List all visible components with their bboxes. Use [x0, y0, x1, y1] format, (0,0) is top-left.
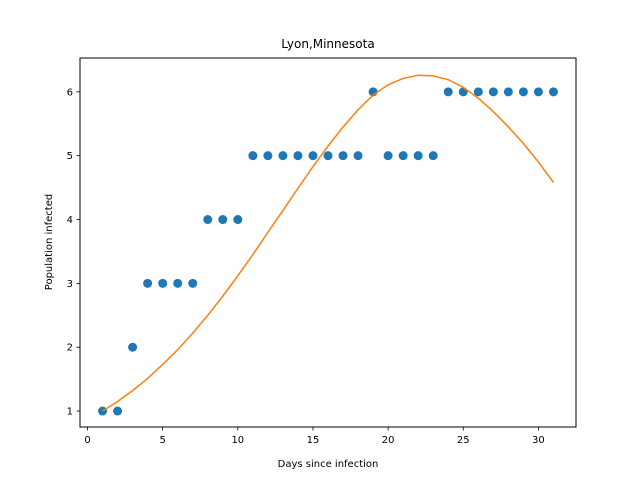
data-point [113, 406, 123, 416]
y-tick-label: 2 [67, 343, 73, 354]
fit-line [102, 74, 555, 412]
data-point [323, 151, 333, 161]
data-point [278, 151, 288, 161]
x-tick-label: 30 [532, 435, 545, 446]
x-tick-label: 10 [231, 435, 244, 446]
data-point [308, 151, 318, 161]
data-point [413, 151, 423, 161]
x-tick-label: 15 [307, 435, 320, 446]
data-point [443, 87, 453, 97]
data-point [338, 151, 348, 161]
x-tick-label: 5 [159, 435, 165, 446]
data-point [173, 278, 183, 288]
x-tick-label: 0 [84, 435, 90, 446]
data-point [383, 151, 393, 161]
plot-area [98, 74, 558, 416]
data-point [203, 215, 213, 225]
data-point [473, 87, 483, 97]
data-point [353, 151, 363, 161]
data-point [263, 151, 273, 161]
y-axis-label: Population infected [44, 194, 55, 290]
data-point [158, 278, 168, 288]
data-point [293, 151, 303, 161]
y-tick-label: 3 [67, 279, 73, 290]
chart-title: Lyon,Minnesota [281, 37, 374, 51]
y-tick-label: 4 [67, 215, 73, 226]
x-axis: 0 5 10 15 20 25 30 [84, 427, 545, 446]
data-point [128, 342, 138, 352]
x-axis-label: Days since infection [278, 459, 379, 470]
data-point [488, 87, 498, 97]
data-point [458, 87, 468, 97]
data-point [533, 87, 543, 97]
data-point [98, 406, 108, 416]
data-point [398, 151, 408, 161]
x-tick-label: 20 [382, 435, 395, 446]
y-tick-label: 1 [67, 407, 73, 418]
data-point [143, 278, 153, 288]
y-tick-label: 5 [67, 151, 73, 162]
data-point [248, 151, 258, 161]
y-axis: 1 2 3 4 5 6 [67, 87, 80, 418]
data-point [188, 278, 198, 288]
x-tick-label: 25 [457, 435, 470, 446]
data-point [518, 87, 528, 97]
axes-frame [79, 57, 577, 428]
data-point [428, 151, 438, 161]
data-point [503, 87, 513, 97]
data-point [218, 215, 228, 225]
y-tick-label: 6 [67, 87, 73, 98]
data-point [233, 215, 243, 225]
data-point [548, 87, 558, 97]
